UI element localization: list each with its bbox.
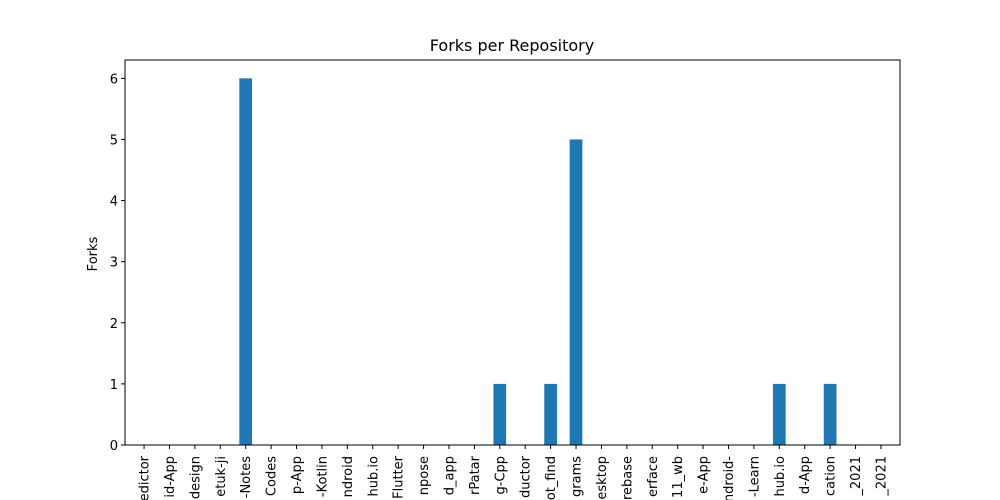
bar [239,78,253,445]
x-tick-label: erface [646,456,661,497]
x-axis-ticks: edictor id-App design etuk-ji -Notes Codes p-A… [138,445,889,500]
bars-group [239,78,837,445]
x-tick-label: design [188,456,203,499]
x-tick-label: p-App [290,456,305,494]
x-tick-label: hub.io [773,456,788,496]
x-tick-label: id-App [163,456,178,498]
x-tick-label: grams [570,456,585,497]
x-tick-label: ot_find [544,456,559,500]
bar [569,139,583,445]
x-tick-label: 11_wb [671,456,686,498]
x-tick-label: d-App [798,456,813,494]
x-tick-label: -Kotlin [315,456,330,497]
y-tick-label: 4 [110,195,118,210]
x-tick-label: -Notes [239,456,254,498]
x-tick-label: cation [824,456,839,496]
y-tick-label: 3 [110,256,118,271]
y-tick-label: 0 [110,439,118,454]
x-tick-label: ndroid- [722,456,737,500]
x-tick-label: d_app [442,456,457,495]
x-tick-label: npose [417,456,432,495]
x-tick-label: _2021 [874,456,889,497]
bar [544,383,557,445]
x-tick-label: hub.io [366,456,381,496]
x-tick-label: Codes [265,456,280,496]
x-tick-label: Flutter [392,455,407,499]
y-axis-label: Forks [86,236,101,271]
x-tick-label: rebase [620,456,635,500]
bar [772,383,786,445]
x-tick-label: rPatar [468,455,483,495]
y-axis-ticks: 0 1 2 3 4 5 6 [110,72,125,454]
x-tick-label: _2021 [849,456,864,497]
x-tick-label: edictor [138,455,153,500]
x-tick-label: ductor [519,455,534,498]
y-tick-label: 6 [110,72,118,87]
x-tick-label: g-Cpp [493,456,508,495]
y-tick-label: 2 [110,317,118,332]
x-tick-label: ndroid [341,456,356,497]
x-tick-label: e-App [697,456,712,494]
bar [493,383,507,445]
chart-title: Forks per Repository [430,36,594,55]
bar [823,383,837,445]
plot-frame [124,59,901,446]
x-tick-label: esktop [595,456,610,500]
y-tick-label: 5 [110,133,118,148]
y-tick-label: 1 [110,378,118,393]
x-tick-label: -Learn [747,456,762,497]
x-tick-label: etuk-ji [214,456,229,497]
